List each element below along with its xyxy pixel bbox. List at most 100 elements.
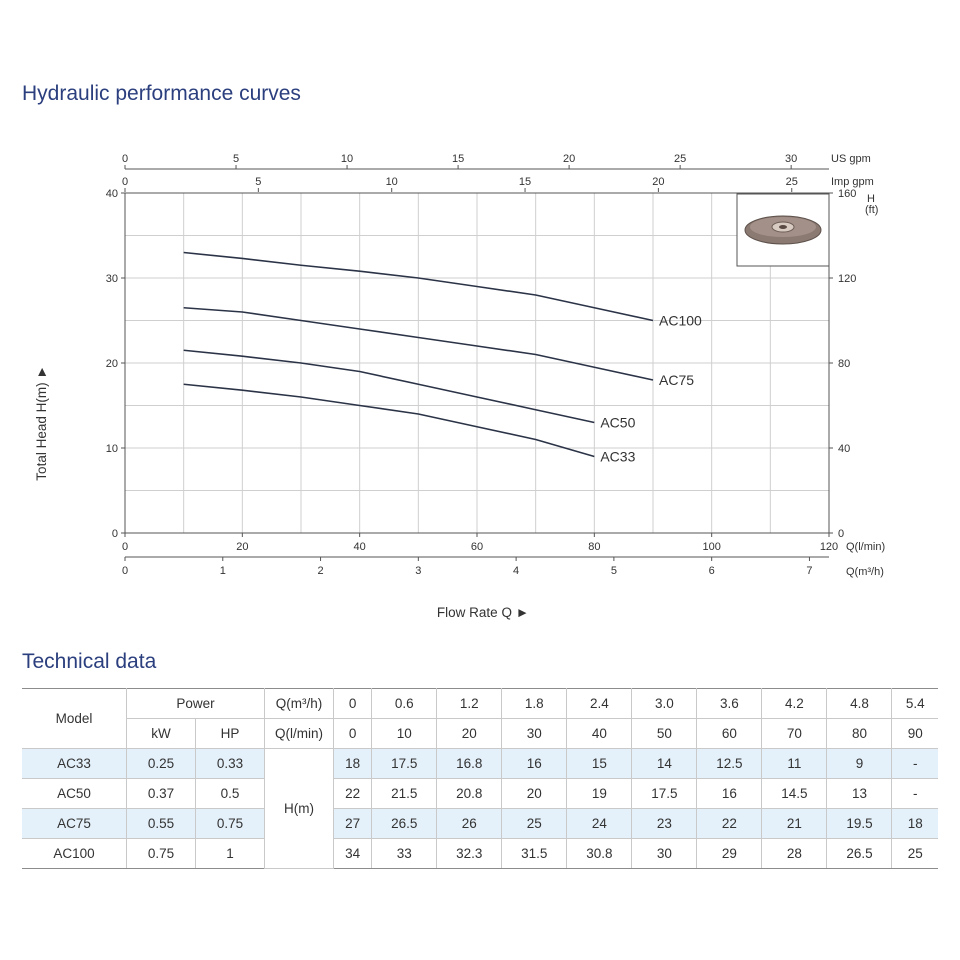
x2-tick-label: 5	[611, 565, 617, 577]
head-value-cell: 20.8	[436, 778, 503, 809]
imp-gpm-tick-label: 5	[255, 176, 261, 188]
head-value-cell: 24	[566, 808, 633, 839]
imp-gpm-tick-label: 0	[122, 176, 128, 188]
q-m3h-cell: 2.4	[566, 688, 633, 719]
hp-cell: 0.33	[195, 748, 265, 779]
x-unit-label: Q(l/min)	[846, 541, 885, 553]
kw-cell: 0.55	[126, 808, 196, 839]
head-value-cell: -	[891, 748, 938, 779]
us-gpm-unit-label: US gpm	[831, 153, 871, 165]
head-value-cell: 32.3	[436, 838, 503, 869]
us-gpm-tick-label: 25	[674, 153, 686, 165]
q-lmin-cell: 60	[696, 718, 763, 749]
head-value-cell: 30	[631, 838, 698, 869]
q-m3h-cell: 1.2	[436, 688, 503, 719]
x2-tick-label: 6	[709, 565, 715, 577]
head-value-cell: -	[891, 778, 938, 809]
head-value-cell: 25	[891, 838, 938, 869]
head-value-cell: 17.5	[371, 748, 438, 779]
head-value-cell: 28	[761, 838, 828, 869]
hp-cell: 0.5	[195, 778, 265, 809]
model-cell: AC75	[22, 808, 127, 839]
q-lmin-cell: 30	[501, 718, 568, 749]
y-tick-label: 40	[106, 188, 118, 200]
us-gpm-tick-label: 5	[233, 153, 239, 165]
kw-cell: 0.25	[126, 748, 196, 779]
head-value-cell: 21.5	[371, 778, 438, 809]
y-tick-label: 10	[106, 443, 118, 455]
series-label-ac100: AC100	[659, 313, 702, 329]
technical-data-table: Model Power Q(m³/h) 0 0.6 1.2 1.8 2.4 3.…	[22, 688, 938, 869]
head-value-cell: 26	[436, 808, 503, 839]
x2-tick-label: 4	[513, 565, 519, 577]
x-tick-label: 120	[820, 541, 838, 553]
series-curve-ac33	[183, 383, 595, 458]
imp-gpm-tick-label: 10	[386, 176, 398, 188]
series-label-ac33: AC33	[600, 449, 635, 465]
imp-gpm-tick-label: 15	[519, 176, 531, 188]
head-value-cell: 26.5	[826, 838, 893, 869]
hp-cell: 0.75	[195, 808, 265, 839]
model-header: Model	[22, 688, 127, 749]
head-value-cell: 13	[826, 778, 893, 809]
x-tick-label: 20	[236, 541, 248, 553]
head-value-cell: 19.5	[826, 808, 893, 839]
series-curve-ac75	[183, 306, 654, 381]
model-cell: AC50	[22, 778, 127, 809]
head-value-cell: 12.5	[696, 748, 763, 779]
series-label-ac50: AC50	[600, 415, 635, 431]
head-value-cell: 31.5	[501, 838, 568, 869]
x-tick-label: 40	[354, 541, 366, 553]
chart-grid	[125, 193, 829, 533]
q-m3h-cell: 0	[332, 688, 373, 719]
head-value-cell: 33	[371, 838, 438, 869]
head-value-cell: 27	[332, 808, 373, 839]
right-unit-label: (ft)	[865, 204, 878, 216]
q-lmin-cell: 0	[332, 718, 373, 749]
x2-unit-label: Q(m³/h)	[846, 566, 884, 578]
imp-gpm-tick-label: 25	[786, 176, 798, 188]
right-tick-label: 120	[838, 273, 856, 285]
imp-gpm-tick-label: 20	[652, 176, 664, 188]
head-value-cell: 9	[826, 748, 893, 779]
head-value-cell: 29	[696, 838, 763, 869]
series-curve-ac50	[183, 349, 595, 424]
hp-cell: 1	[195, 838, 265, 869]
table-row: AC33 0.25 0.33 H(m) 18 17.5 16.8 16 15 14 12.5 11 9-	[22, 748, 938, 869]
head-value-cell: 17.5	[631, 778, 698, 809]
table-row: AC50 0.37 0.5 22 21.5 20.8 20 19 17.5 16 14.5 13-	[22, 778, 938, 809]
right-tick-label: 80	[838, 358, 850, 370]
q-lmin-label: Q(l/min)	[264, 718, 334, 749]
x-tick-label: 100	[702, 541, 720, 553]
head-value-cell: 22	[332, 778, 373, 809]
q-m3h-cell: 3.0	[631, 688, 698, 719]
table-subheader-row: kW HP Q(l/min) 0 10 20 30 40 50 60 70 80…	[22, 718, 938, 749]
q-lmin-cell: 80	[826, 718, 893, 749]
head-value-cell: 30.8	[566, 838, 633, 869]
power-header: Power	[126, 688, 265, 719]
head-value-cell: 23	[631, 808, 698, 839]
q-m3h-cell: 3.6	[696, 688, 763, 719]
head-value-cell: 16.8	[436, 748, 503, 779]
head-value-cell: 21	[761, 808, 828, 839]
model-cell: AC33	[22, 748, 127, 779]
right-tick-label: 0	[838, 528, 844, 540]
x2-tick-label: 3	[415, 565, 421, 577]
us-gpm-tick-label: 10	[341, 153, 353, 165]
q-lmin-cell: 90	[891, 718, 938, 749]
table-header-row: Model Power Q(m³/h) 0 0.6 1.2 1.8 2.4 3.…	[22, 688, 938, 749]
head-value-cell: 20	[501, 778, 568, 809]
x-tick-label: 60	[471, 541, 483, 553]
table-row: AC75 0.55 0.75 27 26.5 26 25 24 23 22 21 19.5 18	[22, 808, 938, 839]
y-tick-label: 30	[106, 273, 118, 285]
head-value-cell: 18	[332, 748, 373, 779]
q-lmin-cell: 20	[436, 718, 503, 749]
x2-tick-label: 7	[806, 565, 812, 577]
q-lmin-cell: 10	[371, 718, 438, 749]
table-section-title: Technical data	[22, 650, 157, 673]
chart-section-title: Hydraulic performance curves	[22, 82, 301, 105]
kw-cell: 0.75	[126, 838, 196, 869]
head-value-cell: 15	[566, 748, 633, 779]
series-curve-ac100	[183, 251, 654, 322]
